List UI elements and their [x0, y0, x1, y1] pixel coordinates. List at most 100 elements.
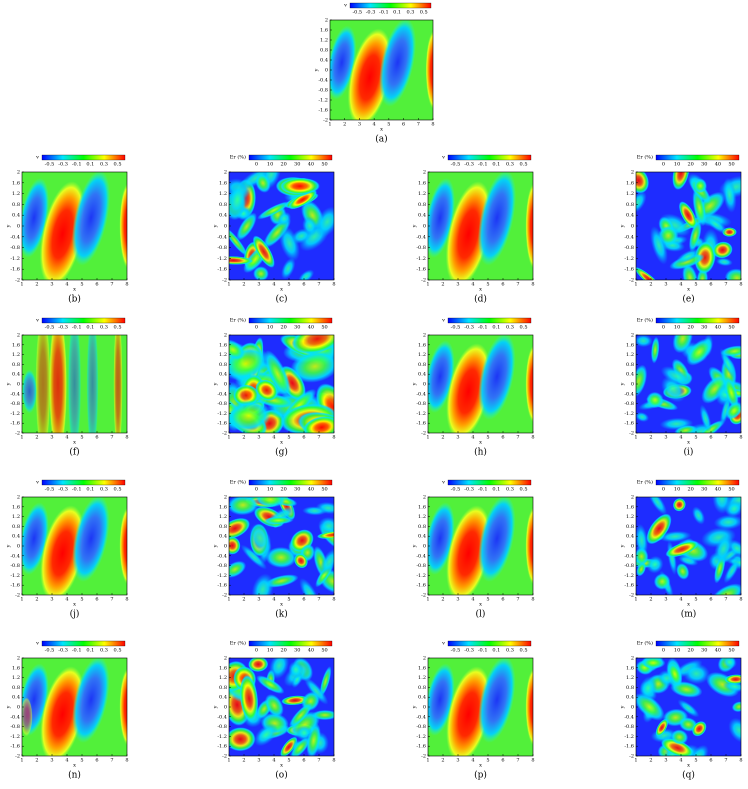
- x-tick-label: 3: [664, 758, 667, 764]
- x-tick-label: 6: [709, 282, 712, 288]
- x-tick-label: 8: [332, 758, 335, 764]
- x-tick-label: 3: [456, 758, 459, 764]
- x-tick-label: 8: [332, 597, 335, 603]
- contour-blob: [641, 657, 665, 669]
- y-tick-label: -1.2: [416, 256, 426, 262]
- colorbar-tick-label: -0.3: [58, 325, 68, 331]
- x-axis-label: x: [280, 602, 283, 608]
- y-tick-label: 0.8: [418, 202, 426, 208]
- y-axis-label: y: [620, 544, 626, 548]
- x-tick-label: 2: [242, 282, 245, 288]
- y-tick-label: -0.8: [10, 245, 20, 251]
- y-tick-label: 1.6: [418, 342, 426, 348]
- x-tick-label: 7: [110, 282, 113, 288]
- x-axis-label: x: [687, 602, 690, 608]
- colorbar-tick-label: -0.5: [352, 10, 362, 16]
- y-tick-label: 0.4: [12, 534, 20, 540]
- y-tick-label: -1.6: [318, 108, 328, 114]
- contour-field: [213, 158, 344, 286]
- x-tick-label: 8: [739, 282, 742, 288]
- x-tick-label: 1: [634, 435, 637, 441]
- colorbar-tick-label: 0.5: [420, 10, 428, 16]
- y-tick-label: -0.4: [217, 391, 227, 397]
- y-tick-label: 0.4: [219, 534, 227, 540]
- y-tick-label: -1.6: [217, 583, 227, 589]
- colorbar-tick-label: 0.5: [114, 325, 122, 331]
- colorbar-tick-label: -0.5: [451, 162, 461, 168]
- colorbar: [448, 155, 531, 160]
- colorbar-tick-label: 0.5: [114, 487, 122, 493]
- y-tick-label: 1.6: [219, 665, 227, 671]
- x-tick-label: 4: [471, 758, 474, 764]
- x-tick-label: 2: [649, 435, 652, 441]
- x-tick-label: 5: [694, 282, 697, 288]
- colorbar-tick-label: 0.3: [100, 648, 108, 654]
- y-tick-label: 2: [631, 333, 634, 339]
- colorbar-tick-label: -0.1: [478, 325, 488, 331]
- y-tick-label: 0.8: [418, 685, 426, 691]
- y-tick-label: 1.2: [320, 38, 328, 44]
- x-tick-label: 2: [35, 597, 38, 603]
- x-tick-label: 6: [709, 758, 712, 764]
- x-tick-label: 1: [634, 282, 637, 288]
- panel-label: (b): [68, 294, 81, 305]
- contour-blob: [526, 345, 544, 423]
- colorbar-tick-label: 50: [321, 162, 327, 168]
- x-tick-label: 2: [441, 282, 444, 288]
- x-axis-label: x: [73, 763, 76, 769]
- y-tick-label: -2: [323, 118, 328, 124]
- y-tick-label: -2: [421, 431, 426, 437]
- y-tick-label: -1.6: [10, 744, 20, 750]
- y-tick-label: -0.4: [416, 234, 426, 240]
- y-tick-label: -2: [629, 278, 634, 284]
- colorbar-tick-label: 0.5: [114, 162, 122, 168]
- colorbar-tick-label: -0.5: [45, 648, 55, 654]
- y-tick-label: 1.6: [12, 665, 20, 671]
- x-tick-label: 3: [257, 758, 260, 764]
- x-tick-label: 1: [634, 597, 637, 603]
- colorbar-tick-label: 0.1: [492, 487, 500, 493]
- y-tick-label: -2: [222, 278, 227, 284]
- x-axis-label: x: [280, 287, 283, 293]
- y-tick-label: 2: [17, 170, 20, 176]
- colorbar-tick-label: 20: [688, 487, 694, 493]
- colorbar-tick-label: -0.1: [72, 648, 82, 654]
- x-tick-label: 6: [302, 758, 305, 764]
- x-tick-label: 7: [317, 435, 320, 441]
- y-axis-label: y: [6, 382, 12, 386]
- x-tick-label: 5: [486, 597, 489, 603]
- colorbar: [656, 318, 739, 323]
- colorbar-tick-label: 50: [728, 487, 734, 493]
- colorbar-tick-label: -0.5: [451, 648, 461, 654]
- contour-blob: [426, 30, 444, 110]
- y-axis-label: y: [213, 382, 219, 386]
- x-tick-label: 3: [50, 758, 53, 764]
- y-tick-label: 2: [631, 170, 634, 176]
- panel-label: (f): [69, 447, 79, 458]
- colorbar-tick-label: 10: [267, 648, 273, 654]
- y-tick-label: -1.6: [217, 744, 227, 750]
- y-tick-label: 0.4: [219, 695, 227, 701]
- y-tick-label: 0.4: [320, 58, 328, 64]
- y-tick-label: 1.2: [626, 352, 634, 358]
- x-tick-label: 2: [649, 597, 652, 603]
- contour-field: [420, 653, 543, 766]
- x-tick-label: 6: [95, 758, 98, 764]
- y-tick-label: -1.2: [624, 734, 634, 740]
- colorbar-tick-label: 0.3: [506, 325, 514, 331]
- x-tick-label: 4: [65, 597, 68, 603]
- y-tick-label: 0: [631, 224, 634, 230]
- colorbar: [249, 155, 332, 160]
- colorbar-title: Er (%): [637, 479, 653, 486]
- y-tick-label: 2: [17, 333, 20, 339]
- y-tick-label: -2: [222, 431, 227, 437]
- contour-field: [322, 15, 443, 130]
- contour-field: [627, 322, 748, 443]
- colorbar-title: Er (%): [230, 317, 246, 324]
- y-tick-label: -2: [15, 431, 20, 437]
- y-tick-label: 1.2: [12, 191, 20, 197]
- colorbar-tick-label: 0.3: [406, 10, 414, 16]
